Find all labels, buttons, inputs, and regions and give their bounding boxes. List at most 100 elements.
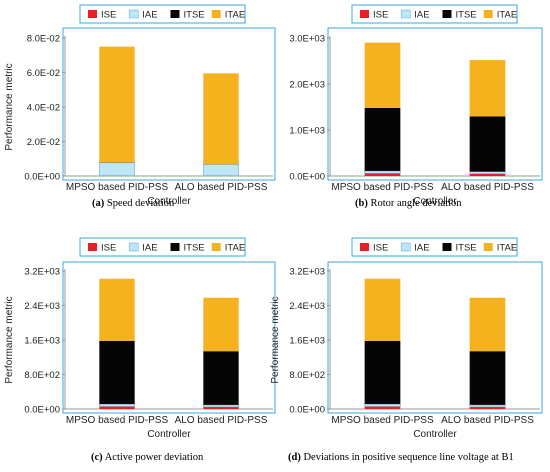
y-axis-label: Performance metric [4, 296, 15, 383]
legend-swatch-iae [401, 243, 410, 251]
chart-panel-1: 0.0E+00 2.0E-02 4.0E-02 6.0E-02 8.0E-02 Perfo… [4, 5, 275, 207]
legend-swatch-itse [443, 243, 452, 251]
legend-swatch-itae [212, 10, 221, 18]
legend-label-iae: IAE [414, 10, 429, 21]
legend-label-itse: ITSE [184, 10, 205, 21]
y-tick-label: 1.6E+03 [289, 336, 325, 347]
y-tick-label: 3.2E+03 [24, 267, 60, 278]
legend-label-itse: ITSE [184, 243, 205, 254]
caption-a: (a) Speed deviation [92, 198, 174, 209]
plot-frame [63, 28, 275, 180]
category-label: ALO based PID-PSS [441, 182, 534, 193]
y-tick-label: 8.0E+02 [24, 370, 60, 381]
caption-b: (b) Rotor angle deviation [355, 198, 461, 209]
x-axis-label: Controller [413, 429, 457, 440]
legend-label-itae: ITAE [225, 10, 245, 21]
bar-iae [365, 171, 401, 173]
chart-panel-2: 0.0E+00 1.0E+03 2.0E+03 3.0E+03 MPSO based P… [289, 5, 542, 207]
legend-label-itae: ITAE [497, 10, 517, 21]
bar-ise [470, 407, 506, 409]
y-tick-label: 0.0E+00 [24, 405, 60, 416]
y-tick-label: 3.2E+03 [289, 267, 325, 278]
legend-swatch-ise [360, 10, 369, 18]
caption-c: (c) Active power deviation [91, 452, 203, 463]
legend-label-ise: ISE [101, 243, 116, 254]
bar-ise [203, 407, 238, 409]
y-tick-label: 2.0E+03 [289, 80, 325, 91]
bar-itae [203, 298, 238, 351]
y-tick-label: 8.0E-02 [27, 34, 60, 45]
chart-panel-3: 0.0E+00 8.0E+02 1.6E+03 2.4E+03 3.2E+03 Perfo… [4, 238, 275, 440]
bar-iae [99, 163, 134, 176]
y-tick-label: 1.6E+03 [24, 336, 60, 347]
legend-swatch-itse [171, 10, 180, 18]
y-tick-label: 2.0E-02 [27, 137, 60, 148]
category-label: MPSO based PID-PSS [331, 415, 434, 426]
category-label: MPSO based PID-PSS [66, 182, 169, 193]
y-tick-label: 8.0E+02 [289, 370, 325, 381]
bar-iae [99, 404, 134, 406]
bar-iae [365, 404, 401, 406]
legend-swatch-itae [212, 243, 221, 251]
bar-ise [99, 406, 134, 409]
y-tick-label: 4.0E-02 [27, 103, 60, 114]
bar-itae [99, 279, 134, 341]
y-tick-label: 3.0E+03 [289, 34, 325, 45]
bar-iae [470, 172, 506, 174]
legend-label-iae: IAE [414, 243, 429, 254]
bar-itse [99, 341, 134, 404]
y-tick-label: 2.4E+03 [24, 301, 60, 312]
bar-ise [365, 173, 401, 176]
legend-label-ise: ISE [101, 10, 116, 21]
legend-swatch-iae [129, 10, 138, 18]
y-tick-label: 0.0E+00 [289, 172, 325, 183]
bar-itse [470, 351, 506, 405]
legend-label-itae: ITAE [225, 243, 245, 254]
bar-iae [203, 405, 238, 407]
plot-frame [328, 28, 542, 180]
chart-panel-4: 0.0E+00 8.0E+02 1.6E+03 2.4E+03 3.2E+03 Perfo… [270, 238, 542, 440]
bar-iae [203, 164, 238, 175]
y-tick-label: 6.0E-02 [27, 68, 60, 79]
category-label: MPSO based PID-PSS [331, 182, 434, 193]
legend-label-itae: ITAE [497, 243, 517, 254]
y-axis-label: Performance metric [4, 63, 15, 150]
y-tick-label: 1.0E+03 [289, 126, 325, 137]
legend-label-ise: ISE [373, 10, 388, 21]
category-label: ALO based PID-PSS [441, 415, 534, 426]
plot-frame [63, 262, 275, 413]
legend-swatch-itse [443, 10, 452, 18]
y-tick-label: 2.4E+03 [289, 301, 325, 312]
y-tick-label: 0.0E+00 [289, 405, 325, 416]
bar-iae [470, 405, 506, 407]
category-label: MPSO based PID-PSS [66, 415, 169, 426]
legend-swatch-itae [484, 243, 493, 251]
bar-itae [470, 298, 506, 351]
category-label: ALO based PID-PSS [175, 415, 268, 426]
bar-itae [470, 60, 506, 116]
bar-ise [470, 174, 506, 176]
legend-swatch-iae [129, 243, 138, 251]
legend-swatch-itae [484, 10, 493, 18]
y-axis-label: Performance metric [270, 296, 281, 383]
legend-swatch-ise [88, 10, 97, 18]
legend-label-itse: ITSE [456, 243, 477, 254]
bar-itae [99, 47, 134, 163]
legend-swatch-ise [360, 243, 369, 251]
category-label: ALO based PID-PSS [175, 182, 268, 193]
bar-itae [365, 279, 401, 341]
x-axis-label: Controller [147, 429, 191, 440]
bar-itse [365, 341, 401, 404]
bar-itse [470, 116, 506, 171]
legend-swatch-itse [171, 243, 180, 251]
legend-label-iae: IAE [142, 10, 157, 21]
y-tick-label: 0.0E+00 [24, 172, 60, 183]
legend-label-ise: ISE [373, 243, 388, 254]
bar-ise [365, 406, 401, 409]
caption-d: (d) Deviations in positive sequence line… [288, 452, 514, 463]
legend-swatch-iae [401, 10, 410, 18]
bar-itae [365, 43, 401, 108]
bar-itse [365, 108, 401, 171]
plot-frame [328, 262, 542, 413]
